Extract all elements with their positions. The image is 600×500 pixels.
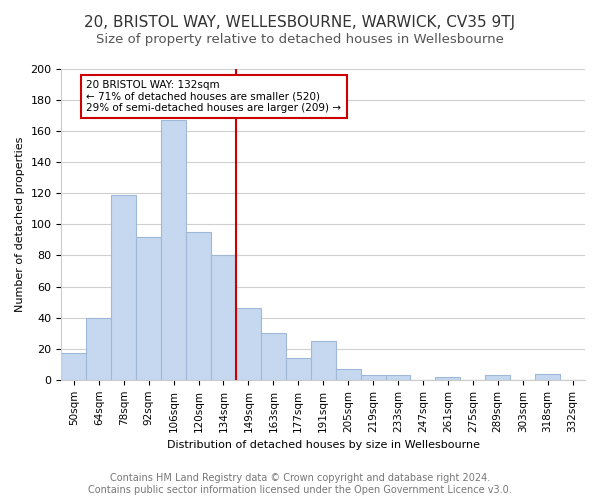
Bar: [311, 341, 335, 380]
Bar: [161, 120, 186, 380]
Bar: [236, 308, 261, 380]
Bar: [211, 256, 236, 380]
Bar: [335, 369, 361, 380]
Bar: [436, 376, 460, 380]
X-axis label: Distribution of detached houses by size in Wellesbourne: Distribution of detached houses by size …: [167, 440, 480, 450]
Bar: [535, 374, 560, 380]
Bar: [61, 354, 86, 380]
Bar: [136, 237, 161, 380]
Bar: [86, 318, 111, 380]
Bar: [286, 358, 311, 380]
Bar: [485, 375, 510, 380]
Bar: [386, 375, 410, 380]
Bar: [261, 333, 286, 380]
Bar: [186, 232, 211, 380]
Text: Contains HM Land Registry data © Crown copyright and database right 2024.
Contai: Contains HM Land Registry data © Crown c…: [88, 474, 512, 495]
Text: 20 BRISTOL WAY: 132sqm
← 71% of detached houses are smaller (520)
29% of semi-de: 20 BRISTOL WAY: 132sqm ← 71% of detached…: [86, 80, 341, 113]
Text: Size of property relative to detached houses in Wellesbourne: Size of property relative to detached ho…: [96, 32, 504, 46]
Bar: [361, 375, 386, 380]
Bar: [111, 195, 136, 380]
Text: 20, BRISTOL WAY, WELLESBOURNE, WARWICK, CV35 9TJ: 20, BRISTOL WAY, WELLESBOURNE, WARWICK, …: [85, 15, 515, 30]
Y-axis label: Number of detached properties: Number of detached properties: [15, 136, 25, 312]
